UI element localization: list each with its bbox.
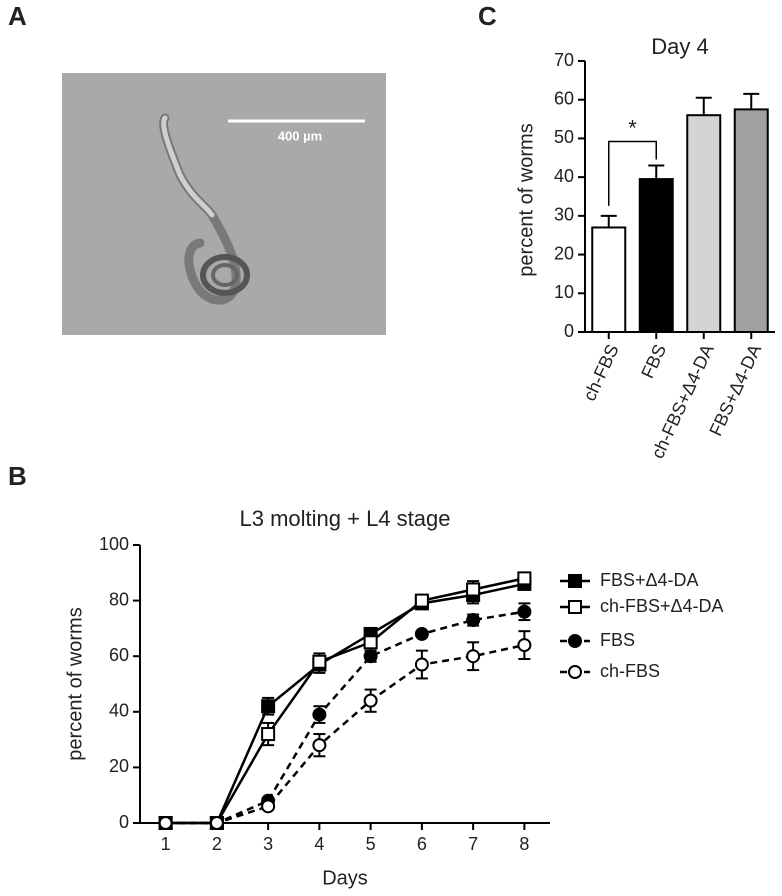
y-tick-label: 60 [109, 645, 129, 665]
marker [414, 626, 429, 641]
significance-bracket [608, 140, 657, 206]
x-tick-label: 6 [417, 834, 427, 854]
marker [312, 654, 327, 669]
y-tick-label: 40 [109, 701, 129, 721]
y-tick-label: 80 [109, 589, 129, 609]
y-tick-label: 70 [554, 50, 574, 70]
panel-label: C [478, 1, 497, 31]
y-tick-label: 20 [109, 756, 129, 776]
chart-title: L3 molting + L4 stage [240, 506, 451, 531]
worm-coil [200, 254, 250, 296]
series-line [165, 582, 525, 825]
x-axis-label: Days [322, 867, 368, 889]
marker [363, 649, 378, 664]
y-tick-label: 0 [564, 321, 574, 341]
panel-label: B [8, 461, 27, 491]
marker [261, 799, 276, 814]
x-tick-label: 2 [212, 834, 222, 854]
marker [517, 571, 532, 586]
series-line [165, 643, 525, 825]
legend-label: FBS+Δ4-DA [600, 570, 699, 590]
y-tick-label: 30 [554, 205, 574, 225]
marker [466, 613, 481, 628]
y-tick-label: 10 [554, 282, 574, 302]
panel-label: A [8, 1, 27, 31]
marker [466, 582, 481, 597]
scale-bar-label: 400 µm [278, 128, 322, 143]
y-tick-label: 60 [554, 88, 574, 108]
marker [466, 649, 481, 664]
series-line [165, 577, 525, 825]
marker [363, 635, 378, 650]
y-axis-label: percent of worms [64, 607, 86, 760]
y-tick-label: 0 [119, 812, 129, 832]
y-tick-label: 50 [554, 127, 574, 147]
marker [209, 816, 224, 830]
marker [414, 657, 429, 672]
significance-label: * [628, 115, 637, 140]
bar [591, 226, 627, 334]
legend-marker [568, 634, 582, 648]
y-tick-label: 100 [99, 534, 129, 554]
marker [261, 699, 276, 714]
x-tick-label: 5 [366, 834, 376, 854]
marker [312, 707, 327, 722]
marker [158, 816, 173, 830]
x-tick-label: 3 [263, 834, 273, 854]
y-tick-label: 20 [554, 243, 574, 263]
worm-sheath [161, 115, 215, 218]
legend-label: ch-FBS [600, 661, 660, 681]
x-tick-label: 4 [314, 834, 324, 854]
legend-marker [568, 600, 582, 614]
bar [686, 114, 722, 333]
legend-marker [568, 665, 582, 679]
x-tick-label: 8 [519, 834, 529, 854]
y-axis-label: percent of worms [515, 123, 537, 276]
legend-label: ch-FBS+Δ4-DA [600, 596, 724, 616]
bar [733, 108, 769, 334]
bar [638, 178, 674, 333]
x-tick-label: 7 [468, 834, 478, 854]
marker [517, 638, 532, 653]
marker [312, 738, 327, 753]
x-tick-label: ch-FBS [579, 341, 622, 404]
marker [414, 593, 429, 608]
marker [517, 604, 532, 619]
legend-marker [568, 574, 582, 588]
x-tick-label: FBS [637, 341, 670, 381]
legend-label: FBS [600, 630, 635, 650]
series-line [165, 610, 525, 825]
marker [363, 693, 378, 708]
y-tick-label: 40 [554, 166, 574, 186]
micrograph: 400 µm [62, 73, 386, 335]
marker [261, 727, 276, 742]
x-tick-label: 1 [161, 834, 171, 854]
worm-coil [211, 263, 239, 287]
chart-title: Day 4 [651, 34, 708, 59]
